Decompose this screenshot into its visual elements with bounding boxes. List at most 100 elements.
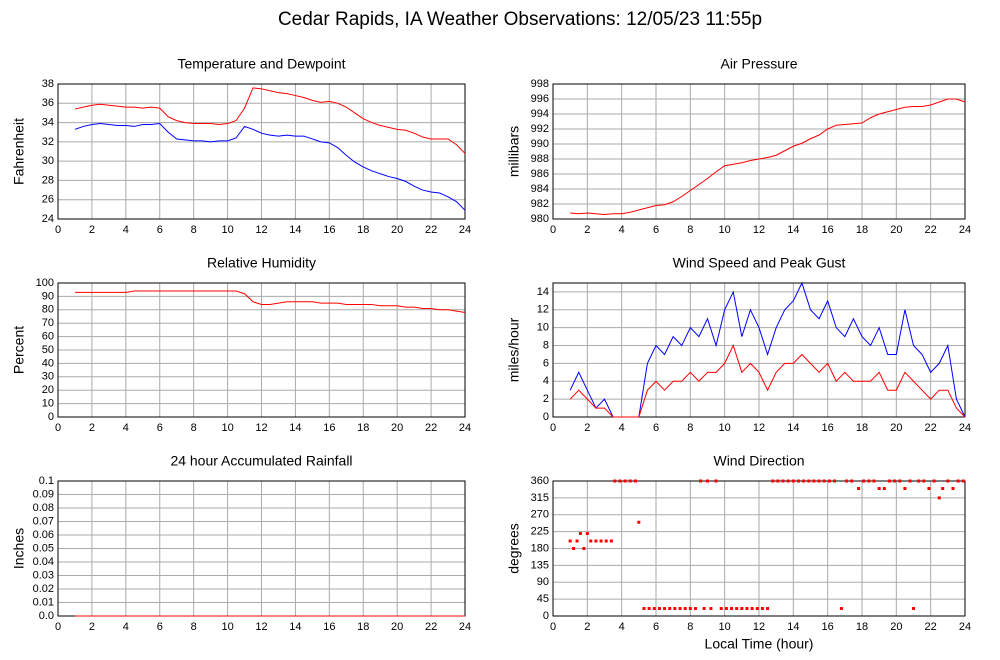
x-tick-label: 18 xyxy=(357,422,369,434)
x-tick-label: 16 xyxy=(323,621,335,633)
x-tick-label: 0 xyxy=(550,224,556,236)
y-tick-label: 180 xyxy=(531,542,549,554)
point xyxy=(755,607,759,610)
point xyxy=(961,479,965,483)
point xyxy=(657,607,661,610)
chart-title: Wind Speed and Peak Gust xyxy=(673,255,846,271)
x-tick-label: 22 xyxy=(925,422,937,434)
y-tick-label: 0.1 xyxy=(39,475,54,487)
point xyxy=(719,607,723,610)
x-tick-label: 24 xyxy=(959,224,971,236)
point xyxy=(946,479,950,483)
point xyxy=(937,496,941,500)
point xyxy=(637,520,641,524)
point xyxy=(807,479,811,483)
x-tick-label: 8 xyxy=(687,621,693,633)
y-tick-label: 36 xyxy=(42,97,54,109)
x-tick-label: 22 xyxy=(925,621,937,633)
x-tick-label: 6 xyxy=(653,621,659,633)
point xyxy=(867,479,871,483)
x-tick-label: 16 xyxy=(323,224,335,236)
x-tick-label: 16 xyxy=(822,224,834,236)
x-tick-label: 2 xyxy=(584,422,590,434)
y-tick-label: 0.03 xyxy=(33,569,54,581)
y-tick-label: 34 xyxy=(42,116,54,128)
x-tick-label: 14 xyxy=(787,621,799,633)
point xyxy=(599,539,603,543)
x-tick-label: 10 xyxy=(221,621,233,633)
x-tick-label: 6 xyxy=(157,422,163,434)
x-tick-label: 6 xyxy=(157,621,163,633)
series-line xyxy=(570,98,966,216)
y-tick-label: 20 xyxy=(42,384,54,396)
point xyxy=(912,607,915,610)
y-tick-label: 225 xyxy=(531,526,549,538)
y-tick-label: 994 xyxy=(531,108,549,120)
y-tick-label: 992 xyxy=(531,123,549,135)
y-tick-label: 315 xyxy=(531,492,549,504)
x-tick-label: 20 xyxy=(890,422,902,434)
point xyxy=(678,607,682,610)
point xyxy=(594,539,598,543)
x-tick-label: 12 xyxy=(753,422,765,434)
point xyxy=(956,479,960,483)
point xyxy=(857,487,861,490)
point xyxy=(781,479,785,483)
point xyxy=(898,479,902,483)
point xyxy=(932,479,936,483)
x-tick-label: 8 xyxy=(687,224,693,236)
point xyxy=(572,547,576,550)
point xyxy=(760,607,764,610)
y-tick-label: 90 xyxy=(537,576,549,588)
x-tick-label: 20 xyxy=(890,224,902,236)
x-tick-label: 12 xyxy=(255,224,267,236)
x-tick-label: 6 xyxy=(653,422,659,434)
x-tick-label: 2 xyxy=(584,224,590,236)
point xyxy=(917,479,921,483)
x-tick-label: 20 xyxy=(391,422,403,434)
y-axis-label: millibars xyxy=(506,126,522,177)
y-tick-label: 0.07 xyxy=(33,515,54,527)
y-tick-label: 980 xyxy=(531,213,549,225)
point xyxy=(578,532,582,535)
x-tick-label: 6 xyxy=(157,224,163,236)
point xyxy=(850,479,854,483)
y-tick-label: 70 xyxy=(42,317,54,329)
x-tick-label: 22 xyxy=(425,422,437,434)
point xyxy=(951,487,955,490)
point xyxy=(663,607,667,610)
point xyxy=(582,547,586,550)
y-tick-label: 12 xyxy=(537,304,549,316)
point xyxy=(730,607,734,610)
point xyxy=(706,479,709,483)
y-axis-label: Percent xyxy=(11,326,27,374)
y-tick-label: 270 xyxy=(531,509,549,521)
x-tick-label: 22 xyxy=(925,224,937,236)
point xyxy=(618,479,622,483)
point xyxy=(922,479,926,483)
point xyxy=(822,479,826,483)
point xyxy=(745,607,749,610)
x-tick-label: 2 xyxy=(89,224,95,236)
y-tick-label: 40 xyxy=(42,357,54,369)
y-tick-label: 0.06 xyxy=(33,529,54,541)
point xyxy=(628,479,632,483)
point xyxy=(776,479,780,483)
y-tick-label: 2 xyxy=(543,393,549,405)
y-tick-label: 0.05 xyxy=(33,542,54,554)
y-tick-label: 38 xyxy=(42,78,54,90)
y-tick-label: 14 xyxy=(537,286,549,298)
x-tick-label: 14 xyxy=(787,422,799,434)
point xyxy=(673,607,677,610)
plot-frame xyxy=(552,83,966,220)
point xyxy=(568,539,572,543)
x-tick-label: 18 xyxy=(357,224,369,236)
point xyxy=(771,479,775,483)
x-tick-label: 0 xyxy=(550,621,556,633)
chart-title: 24 hour Accumulated Rainfall xyxy=(170,453,352,469)
x-tick-label: 10 xyxy=(719,621,731,633)
point xyxy=(812,479,816,483)
y-axis-label: Fahrenheit xyxy=(11,118,27,185)
point xyxy=(786,479,790,483)
